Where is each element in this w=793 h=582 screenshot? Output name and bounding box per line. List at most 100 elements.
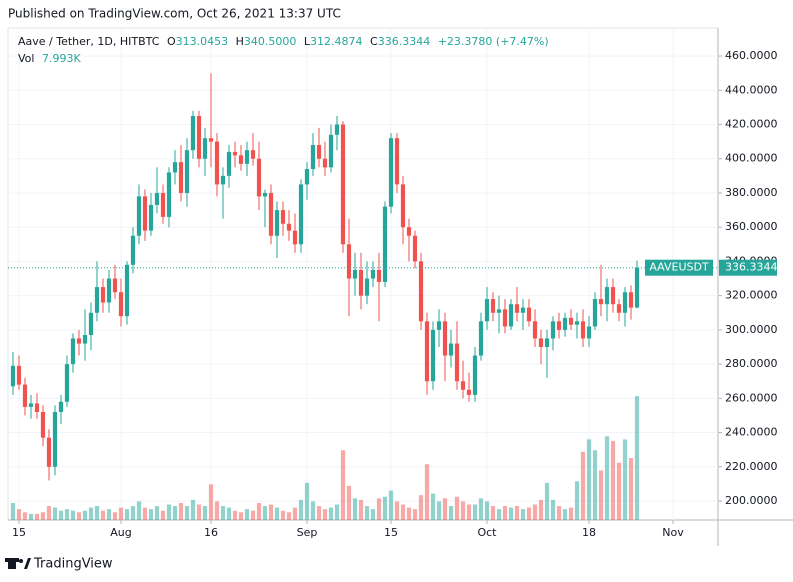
volume-bar <box>322 509 328 520</box>
candle-body <box>370 269 376 279</box>
candle-body <box>142 196 148 231</box>
candle-body <box>76 338 82 344</box>
volume-bar <box>346 485 352 520</box>
volume-bar <box>184 506 190 520</box>
footer-brand: TradingView <box>33 557 113 572</box>
candle-body <box>568 317 574 325</box>
volume-bar <box>178 502 184 520</box>
candle-body <box>484 299 490 322</box>
volume-bar <box>52 507 58 520</box>
volume-bar <box>250 510 256 520</box>
volume-bar <box>34 513 40 520</box>
legend-line: Aave / Tether, 1D, HITBTC O313.0453 H340… <box>18 35 549 48</box>
volume-bar <box>226 507 232 520</box>
candle-body <box>562 317 568 330</box>
candle-body <box>202 138 208 159</box>
candle-body <box>106 278 112 303</box>
volume-bar <box>508 507 514 520</box>
candle-body <box>538 338 544 347</box>
candle-body <box>172 162 178 173</box>
volume-bar <box>442 498 448 520</box>
volume-bar <box>238 512 244 520</box>
legend-c: 336.3344 <box>378 35 431 48</box>
volume-bar <box>136 501 142 520</box>
volume-bar <box>532 504 538 520</box>
candle-body <box>592 299 598 327</box>
candle-body <box>430 329 436 382</box>
candle-body <box>586 326 592 339</box>
candle-body <box>496 309 502 313</box>
candle-body <box>268 192 274 236</box>
candle-body <box>10 365 16 387</box>
volume-bar <box>454 496 460 520</box>
volume-bar <box>400 504 406 520</box>
volume-bar <box>22 512 28 520</box>
volume-bar <box>190 499 196 520</box>
candle-body <box>508 304 514 327</box>
volume-bar <box>172 506 178 520</box>
volume-bar <box>376 498 382 520</box>
volume-bar <box>418 495 424 520</box>
volume-bar <box>232 510 238 520</box>
candle-body <box>16 365 22 385</box>
volume-bar <box>40 512 46 520</box>
price-tag-bg <box>719 259 777 276</box>
candle-body <box>262 192 268 197</box>
legend-o: 313.0453 <box>176 35 229 48</box>
y-tick-label: 300.0000 <box>725 323 778 336</box>
y-tick-label: 420.0000 <box>725 118 778 131</box>
candle-body <box>148 204 154 231</box>
x-tick-label: Sep <box>297 526 318 539</box>
candle-body <box>478 321 484 356</box>
candle-body <box>52 412 58 467</box>
y-tick-label: 200.0000 <box>725 494 778 507</box>
candle-body <box>220 175 226 185</box>
candle-body <box>502 309 508 327</box>
y-tick-label: 460.0000 <box>725 49 778 62</box>
legend-change: +23.3780 (+7.47%) <box>438 35 549 48</box>
volume-bar <box>256 502 262 520</box>
volume-bar <box>550 499 556 520</box>
candle-body <box>118 292 124 317</box>
volume-bar <box>472 504 478 520</box>
volume-bar <box>196 504 202 520</box>
volume-bar <box>334 504 340 520</box>
candle-body <box>412 235 418 262</box>
candle-body <box>634 267 640 308</box>
candle-body <box>622 292 628 313</box>
axes: 200.0000 220.0000 240.0000 260.0000 280.0000… <box>12 49 778 539</box>
published-note: Published on TradingView.com, Oct 26, 20… <box>8 7 341 21</box>
candle-body <box>100 287 106 303</box>
volume-bar <box>118 507 124 520</box>
candle-body <box>574 321 580 325</box>
volume-bar <box>70 510 76 520</box>
candle-body <box>532 321 538 339</box>
volume-bar <box>82 510 88 520</box>
candle-body <box>460 381 466 390</box>
volume-bar <box>310 501 316 520</box>
volume-bar <box>112 512 118 520</box>
y-tick-label: 320.0000 <box>725 289 778 302</box>
volume-bar <box>274 507 280 520</box>
volume-bar <box>466 504 472 520</box>
volume-bar <box>76 512 82 520</box>
volume-bar <box>268 504 274 520</box>
candle-body <box>34 403 40 413</box>
volume-bar <box>364 506 370 520</box>
volume-bar <box>358 499 364 520</box>
volume-bar <box>124 509 130 520</box>
volume-bar <box>568 507 574 520</box>
volume-bar <box>352 498 358 520</box>
candle-body <box>190 115 196 151</box>
volume-legend-value: 7.993K <box>42 52 81 65</box>
x-tick-label: 18 <box>582 526 596 539</box>
volume-bar <box>394 501 400 520</box>
volume-bar <box>610 440 616 520</box>
y-tick-label: 360.0000 <box>725 220 778 233</box>
y-tick-label: 260.0000 <box>725 391 778 404</box>
volume-bar <box>148 509 154 520</box>
volume-bar <box>262 506 268 520</box>
volume-bar <box>514 506 520 520</box>
x-tick-label: 15 <box>12 526 26 539</box>
